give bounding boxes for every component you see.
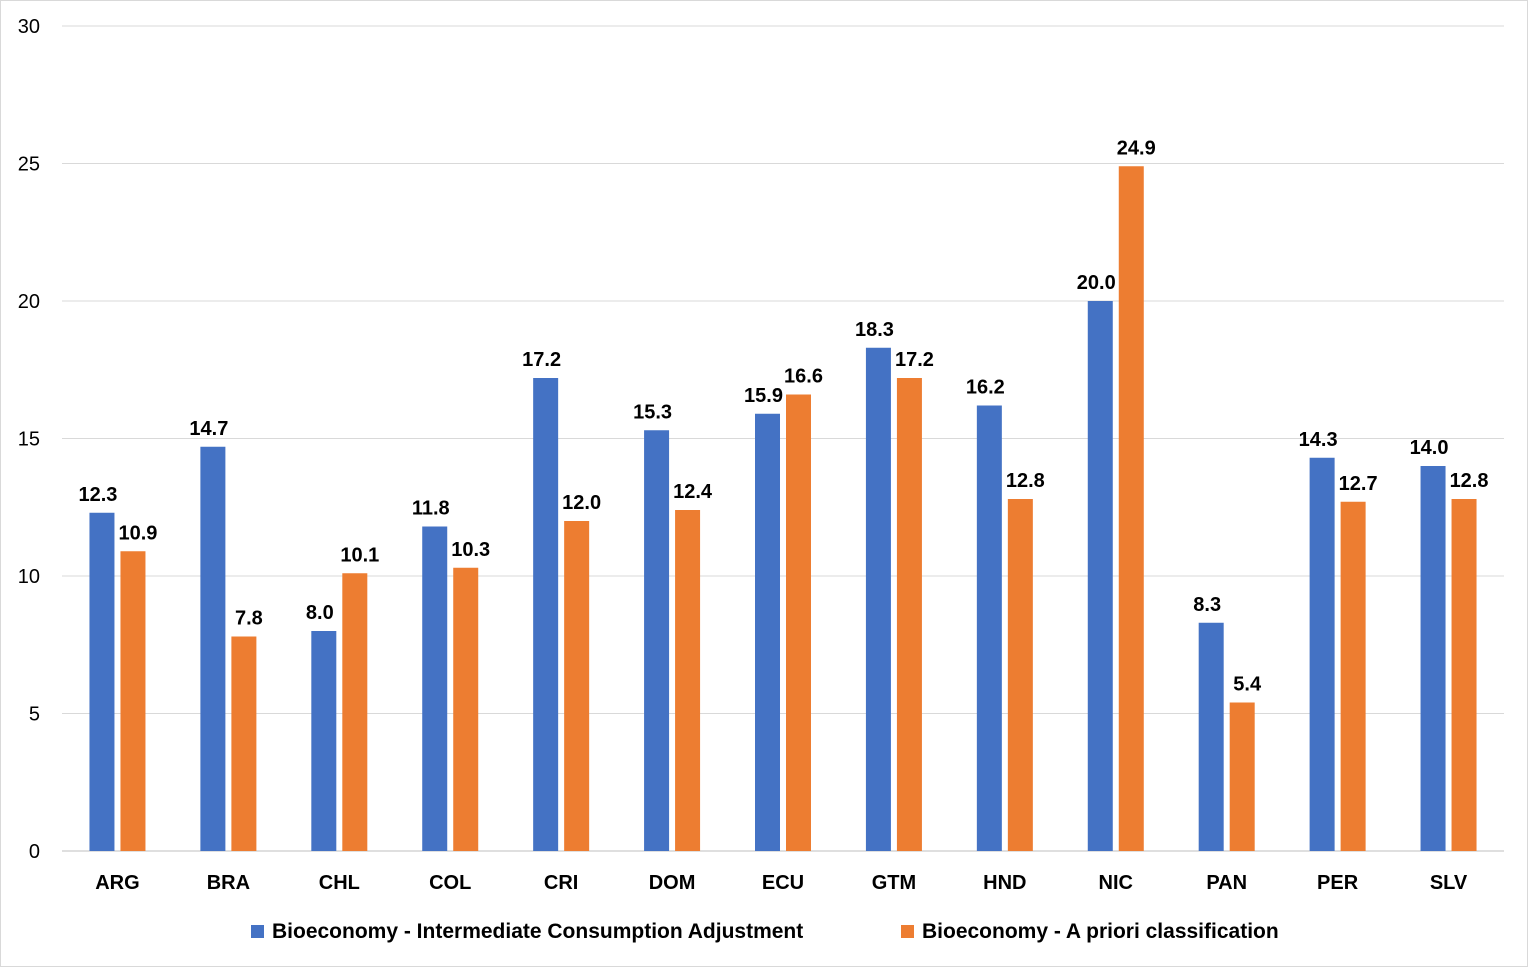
bar-ica [1198,622,1224,851]
data-label: 12.8 [1006,470,1045,492]
data-label: 16.6 [784,366,823,388]
data-label: 16.2 [966,377,1005,399]
data-label: 17.2 [895,349,934,371]
bar-ica [644,430,670,851]
bar-ica [865,347,891,851]
bar-apriori [120,551,146,851]
y-tick-label: 20 [18,291,40,313]
data-label: 15.3 [633,401,672,423]
bar-ica [533,378,559,851]
y-tick-label: 25 [18,154,40,176]
data-label: 17.2 [522,349,561,371]
x-tick-label: BRA [207,872,250,894]
data-label: 18.3 [855,319,894,341]
x-tick-label: ECU [762,872,804,894]
gridlines [62,25,1504,852]
bar-apriori [1007,499,1033,851]
legend: Bioeconomy - Intermediate Consumption Ad… [251,920,1279,943]
data-label: 10.1 [340,544,379,566]
bar-apriori [342,573,368,851]
bar-apriori [896,378,922,851]
bar-ica [1420,466,1446,851]
data-label: 12.3 [78,484,117,506]
bar-apriori [675,510,701,851]
legend-swatch [901,925,914,938]
data-label: 8.0 [306,602,334,624]
y-tick-label: 5 [29,704,40,726]
bar-apriori [1451,499,1477,851]
data-label: 12.8 [1450,470,1489,492]
data-label: 12.4 [673,481,713,503]
bar-apriori [1118,166,1144,851]
x-tick-label: CRI [544,872,578,894]
legend-label: Bioeconomy - Intermediate Consumption Ad… [272,920,803,943]
x-tick-label: GTM [872,872,916,894]
legend-swatch [251,925,264,938]
bar-ica [755,413,780,851]
bar-ica [311,631,337,851]
x-tick-label: COL [429,872,471,894]
bar-apriori [1340,501,1366,851]
data-label: 11.8 [412,498,450,520]
x-tick-label: ARG [95,872,139,894]
data-labels: 12.310.9 14.7 7.8 8.0 10.1 11.810.3 17.2 12.0 15… [78,137,1488,695]
x-tick-label: NIC [1099,872,1133,894]
data-label: 10.9 [118,522,157,544]
data-label: 12.0 [562,492,601,514]
bar-ica [1087,301,1113,851]
y-tick-label: 30 [18,16,40,38]
x-tick-label: DOM [649,872,696,894]
data-label: 20.0 [1077,272,1116,294]
data-label: 24.9 [1117,137,1156,159]
y-tick-label: 0 [29,841,40,863]
bar-apriori [564,521,590,851]
bar-apriori [453,567,479,851]
bar-ica [976,405,1002,851]
data-label: 10.3 [451,539,490,561]
bar-apriori [786,394,811,851]
bar-ica [200,446,226,851]
x-tick-label: SLV [1430,872,1468,894]
data-label: 5.4 [1233,674,1262,696]
x-tick-label: PAN [1206,872,1247,894]
data-label: 14.7 [189,418,228,440]
bar-apriori [231,636,257,851]
bar-ica [422,526,448,851]
x-axis: ARG BRA CHL COL CRI DOM ECU GTM HND NIC PAN PER SLV [95,872,1468,894]
data-label: 15.9 [744,385,783,407]
y-tick-label: 10 [18,566,40,588]
x-tick-label: PER [1317,872,1359,894]
bars [89,166,1477,851]
bar-apriori [1229,702,1255,851]
y-tick-label: 15 [18,429,40,451]
data-label: 14.3 [1299,429,1338,451]
legend-label: Bioeconomy - A priori classification [922,920,1279,943]
bar-ica [1309,457,1335,851]
data-label: 14.0 [1410,437,1449,459]
bar-ica [89,512,115,851]
y-axis-ticks: 0 5 10 15 20 25 30 [18,16,40,863]
data-label: 12.7 [1339,473,1378,495]
x-tick-label: HND [983,872,1026,894]
data-label: 7.8 [235,608,263,630]
data-label: 8.3 [1193,594,1221,616]
x-tick-label: CHL [319,872,360,894]
